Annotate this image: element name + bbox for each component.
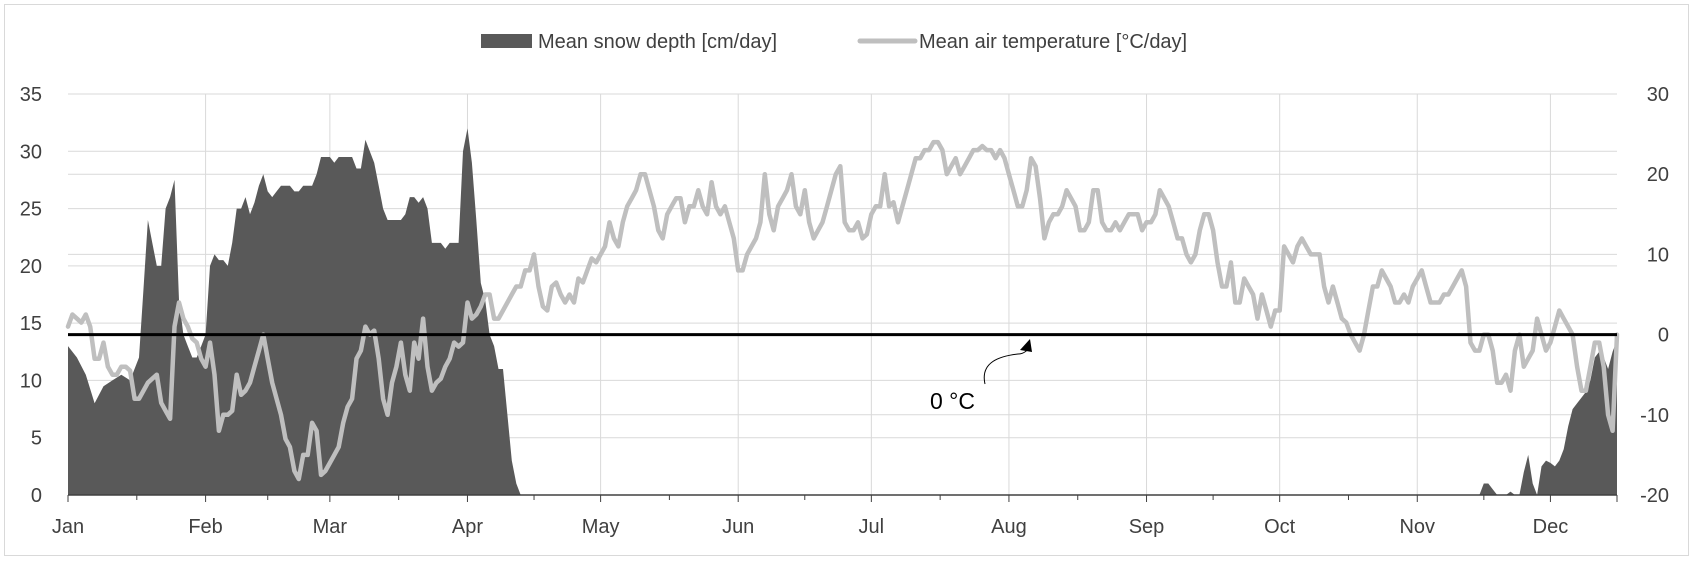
x-tick-label: Jun xyxy=(722,516,754,538)
air-temperature-line xyxy=(65,139,1620,482)
x-tick-label: Aug xyxy=(991,516,1027,538)
y-left-tick-label: 5 xyxy=(31,428,42,450)
legend: Mean snow depth [cm/day] Mean air temper… xyxy=(481,31,1187,53)
x-tick-label: Sep xyxy=(1129,516,1165,538)
legend-swatch-snow-depth xyxy=(481,34,532,48)
y-left-tick-label: 15 xyxy=(20,313,42,335)
y-right-tick-label: 10 xyxy=(1647,244,1669,266)
y-right-tick-label: -20 xyxy=(1640,485,1669,507)
y-right-tick-label: 30 xyxy=(1647,84,1669,106)
legend-label-snow-depth: Mean snow depth [cm/day] xyxy=(538,31,777,53)
snow-depth-area-layer xyxy=(68,128,1617,495)
y-right-tick-label: -10 xyxy=(1640,405,1669,427)
legend-label-air-temperature: Mean air temperature [°C/day] xyxy=(919,31,1187,53)
y-left-tick-label: 30 xyxy=(20,141,42,163)
x-tick-label: Dec xyxy=(1533,516,1569,538)
axes: 35 30 25 20 15 10 5 0 30 20 10 0 -10 -20 Jan Feb Mar Apr M… xyxy=(20,84,1669,538)
x-tick-label: Feb xyxy=(188,516,222,538)
zero-annotation: 0 °C xyxy=(930,339,1032,414)
y-left-tick-label: 35 xyxy=(20,84,42,106)
annotation-label: 0 °C xyxy=(930,388,975,414)
y-left-tick-label: 10 xyxy=(20,370,42,392)
snow-depth-area xyxy=(68,128,1617,495)
x-tick-label: Jan xyxy=(52,516,84,538)
y-right-tick-label: 20 xyxy=(1647,164,1669,186)
x-tick-label: Jul xyxy=(859,516,885,538)
y-right-tick-label: 0 xyxy=(1658,325,1669,347)
x-tick-label: May xyxy=(582,516,620,538)
x-tick-label: Oct xyxy=(1264,516,1296,538)
y-left-tick-label: 20 xyxy=(20,256,42,278)
annotation-arrowhead xyxy=(1020,339,1032,352)
y-left-tick-label: 25 xyxy=(20,199,42,221)
y-left-tick-label: 0 xyxy=(31,485,42,507)
x-tick-label: Nov xyxy=(1399,516,1435,538)
x-tick-label: Mar xyxy=(313,516,348,538)
air-temperature-line-layer xyxy=(65,139,1620,482)
x-tick-label: Apr xyxy=(452,516,483,538)
